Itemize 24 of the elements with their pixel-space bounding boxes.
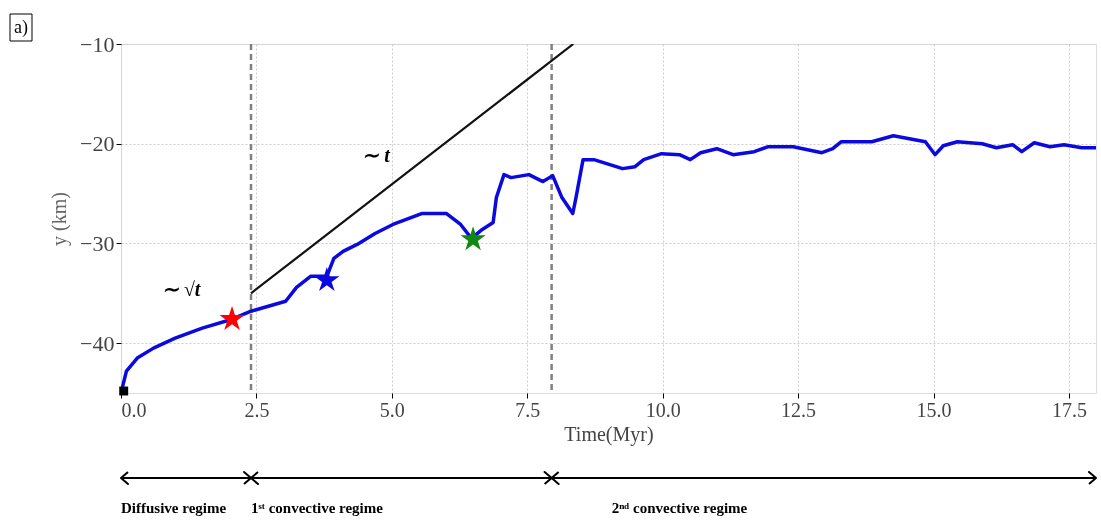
annotation: ∼ √t — [161, 278, 202, 300]
y-tick-label: −20 — [80, 131, 115, 157]
x-tick-label: 17.5 — [1051, 398, 1087, 421]
x-tick-label: 5.0 — [379, 398, 405, 421]
x-axis-title: Time(Myr) — [564, 422, 654, 446]
x-tick-label: 12.5 — [781, 398, 817, 421]
y-tick-label: −30 — [80, 230, 115, 256]
text: Diffusive regime — [121, 500, 227, 516]
x-tick-label: 2.5 — [244, 398, 270, 421]
point — [314, 267, 340, 292]
y-tick-label: −40 — [80, 330, 115, 356]
text: 1ˢᵗ convective regime — [251, 500, 384, 516]
x-tick-label: 10.0 — [645, 398, 681, 421]
x-tick-label: 15.0 — [916, 398, 952, 421]
y-tick-label: −10 — [80, 31, 115, 57]
text: a) — [14, 17, 28, 38]
annotation: ∼ t — [362, 144, 392, 166]
y-axis-title: y (km) — [48, 192, 72, 246]
x-tick-label: 7.5 — [515, 398, 541, 421]
text: 2ⁿᵈ convective regime — [611, 500, 748, 516]
point — [219, 305, 245, 330]
point — [119, 386, 129, 396]
x-tick-label: 0.0 — [121, 398, 147, 421]
point — [460, 226, 486, 251]
